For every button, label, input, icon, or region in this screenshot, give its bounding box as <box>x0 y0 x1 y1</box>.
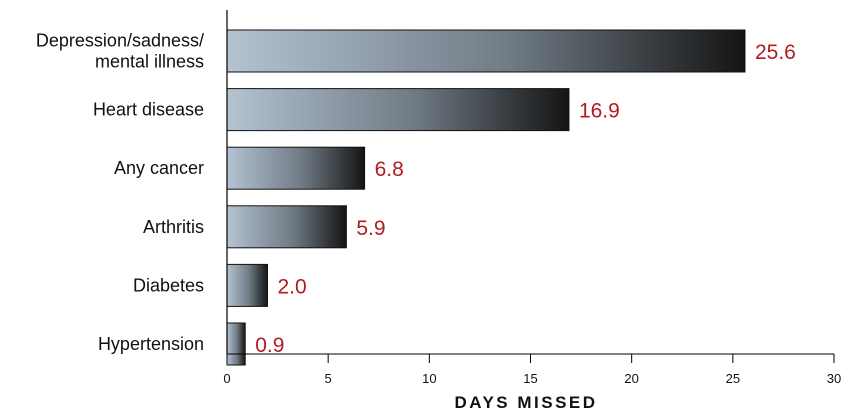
x-tick-label: 30 <box>827 371 841 386</box>
category-labels-layer: Depression/sadness/mental illness Heart d… <box>36 31 204 355</box>
bar <box>226 88 570 132</box>
x-tick-label: 5 <box>325 371 332 386</box>
category-label-line: Any cancer <box>114 158 204 178</box>
x-tick-label: 15 <box>523 371 537 386</box>
category-label: Hypertension <box>98 334 204 354</box>
bar <box>226 146 366 190</box>
value-label: 25.6 <box>755 41 796 64</box>
x-ticks-layer: 0 5 10 15 20 25 30 <box>223 354 841 386</box>
x-tick-label: 10 <box>422 371 436 386</box>
category-label: Heart disease <box>93 100 204 120</box>
category-label-line: Depression/sadness/ <box>36 31 204 51</box>
x-axis-title: DAYS MISSED <box>454 393 597 412</box>
category-label: Any cancer <box>114 158 204 178</box>
value-label: 0.9 <box>255 334 284 357</box>
bar <box>226 322 246 366</box>
category-label-line: Arthritis <box>143 217 204 237</box>
value-label: 2.0 <box>277 275 306 298</box>
category-label: Diabetes <box>133 275 204 295</box>
bars-layer <box>226 29 746 366</box>
bar <box>226 263 268 307</box>
value-label: 6.8 <box>375 158 404 181</box>
value-label: 16.9 <box>579 100 620 123</box>
category-label: Arthritis <box>143 217 204 237</box>
category-label-line: Diabetes <box>133 275 204 295</box>
category-label-line: mental illness <box>95 52 204 72</box>
category-label-line: Hypertension <box>98 334 204 354</box>
category-label: Depression/sadness/mental illness <box>36 31 204 72</box>
value-labels-layer: 25.6 16.9 6.8 5.9 2.0 0.9 <box>255 41 796 357</box>
x-tick-label: 20 <box>624 371 638 386</box>
x-tick-label: 0 <box>223 371 230 386</box>
value-label: 5.9 <box>356 217 385 240</box>
bar <box>226 205 347 249</box>
category-label-line: Heart disease <box>93 100 204 120</box>
x-tick-label: 25 <box>726 371 740 386</box>
bar <box>226 29 746 73</box>
